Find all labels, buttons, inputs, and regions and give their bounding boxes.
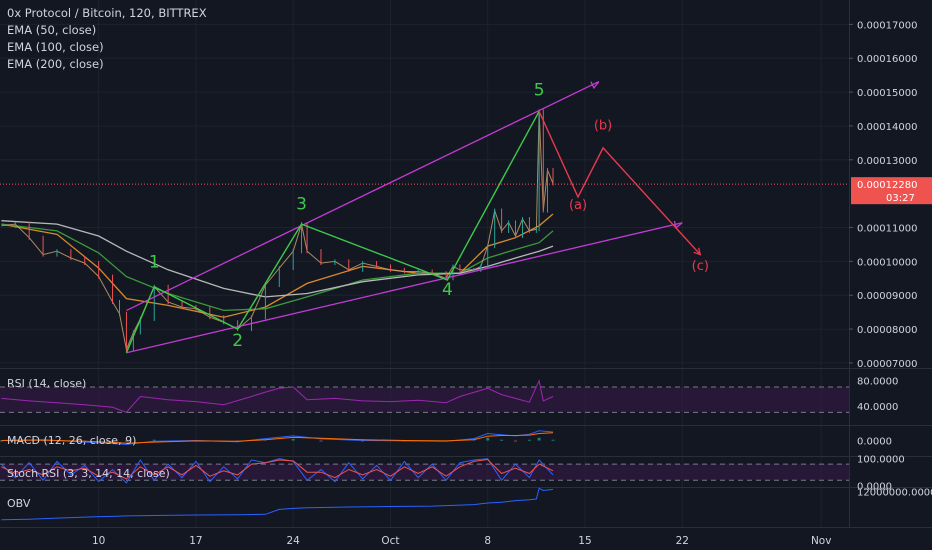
- macd-histogram-bar: [291, 438, 295, 441]
- wave-label-b: (b): [594, 118, 612, 133]
- wave-label-5: 5: [534, 80, 545, 100]
- price-tick-label: 0.00016000: [857, 54, 917, 65]
- ema-line-1: [1, 223, 554, 312]
- obv-tick-label: 12000000.0000: [857, 488, 932, 499]
- time-tick-label: 15: [578, 535, 591, 547]
- stoch-tick-label: 100.0000: [857, 455, 905, 466]
- channel-upper-line-arrowhead: [590, 81, 600, 90]
- rsi-pane-label: RSI (14, close): [7, 377, 87, 390]
- macd-histogram-bar: [152, 439, 156, 441]
- wave-label-2: 2: [232, 331, 243, 351]
- obv-line: [1, 487, 554, 521]
- rsi-tick-label: 80.0000: [857, 377, 898, 388]
- macd-histogram-bar: [0, 440, 3, 442]
- macd-histogram-bar: [514, 440, 518, 442]
- countdown-label: 03:27: [886, 193, 915, 204]
- rsi-band: [0, 387, 849, 413]
- rsi-line: [1, 379, 554, 413]
- wave-label-4: 4: [442, 280, 453, 300]
- macd-histogram-bar: [486, 437, 490, 441]
- impulse-wave: [125, 111, 540, 354]
- ema200-legend: EMA (200, close): [7, 57, 104, 71]
- macd-histogram-bar: [41, 440, 45, 442]
- channel-upper-line: [126, 81, 600, 312]
- stoch-d-line: [1, 458, 554, 480]
- wave-label-a: (a): [569, 198, 587, 213]
- time-tick-label: 22: [676, 535, 689, 547]
- price-tick-label: 0.00014000: [857, 122, 917, 133]
- time-tick-label: Nov: [811, 535, 832, 547]
- price-tick-label: 0.00008000: [857, 325, 917, 336]
- wave-label-c: (c): [692, 259, 709, 274]
- price-line: [1, 111, 554, 352]
- macd-histogram-bar: [527, 439, 531, 441]
- current-price-label: 0.00012280: [857, 180, 917, 191]
- macd-histogram-bar: [537, 437, 541, 441]
- time-tick-label: 17: [189, 535, 202, 547]
- stoch-pane-label: Stoch RSI (3, 3, 14, 14, close): [7, 467, 170, 480]
- time-tick-label: 8: [484, 535, 491, 547]
- stoch-k-line: [1, 458, 554, 484]
- price-tick-label: 0.00015000: [857, 88, 917, 99]
- macd-histogram-bar: [551, 439, 555, 441]
- ema50-legend: EMA (50, close): [7, 23, 97, 37]
- time-tick-label: Oct: [381, 535, 399, 547]
- ema-line-2: [1, 220, 554, 298]
- macd-histogram-bar: [111, 440, 115, 442]
- macd-tick-label: 0.0000: [857, 437, 892, 448]
- channel-lower-line: [126, 222, 683, 354]
- price-tick-label: 0.00011000: [857, 224, 917, 235]
- time-tick-label: 24: [287, 535, 301, 547]
- macd-signal-line: [1, 432, 554, 444]
- current-price-badge: [851, 177, 932, 205]
- macd-histogram-bar: [361, 440, 365, 442]
- price-tick-label: 0.00009000: [857, 291, 917, 302]
- macd-histogram-bar: [124, 440, 128, 442]
- price-tick-label: 0.00010000: [857, 257, 917, 268]
- time-tick-label: 10: [92, 535, 105, 547]
- macd-histogram-bar: [500, 439, 504, 441]
- obv-pane-label: OBV: [7, 497, 31, 510]
- ema-line-0: [1, 213, 554, 318]
- macd-pane-label: MACD (12, 26, close, 9): [7, 434, 137, 447]
- corrective-arrowhead: [693, 247, 702, 256]
- stoch-tick-label: 0.0000: [857, 482, 892, 493]
- rsi-tick-label: 40.0000: [857, 402, 898, 413]
- macd-histogram-bar: [319, 440, 323, 442]
- symbol-title: 0x Protocol / Bitcoin, 120, BITTREX: [7, 6, 207, 20]
- wave-label-3: 3: [296, 195, 307, 215]
- corrective-wave: [538, 111, 701, 256]
- ema100-legend: EMA (100, close): [7, 40, 104, 54]
- price-tick-label: 0.00007000: [857, 359, 917, 370]
- chart-legend: 0x Protocol / Bitcoin, 120, BITTREX EMA …: [7, 5, 207, 73]
- price-tick-label: 0.00013000: [857, 156, 917, 167]
- wave-label-1: 1: [149, 252, 160, 272]
- price-tick-label: 0.00017000: [857, 20, 917, 31]
